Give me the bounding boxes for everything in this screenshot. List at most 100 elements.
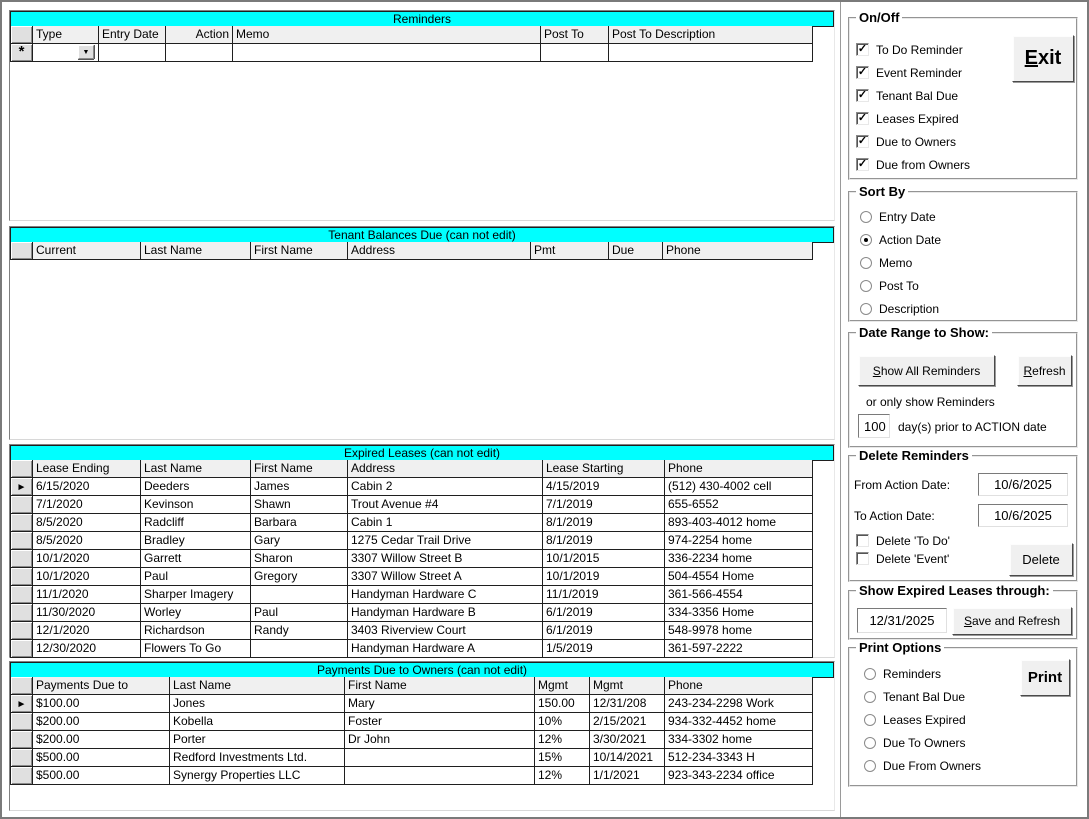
table-cell[interactable]: Porter [170, 731, 345, 749]
radio-item-leases-expired[interactable]: Leases Expired [864, 713, 981, 727]
checkbox-item-delete-event[interactable]: Delete 'Event' [856, 552, 950, 566]
row-selector[interactable] [11, 622, 33, 640]
table-cell[interactable]: $500.00 [33, 749, 170, 767]
checked-checkbox-icon[interactable]: ✓ [856, 158, 869, 171]
table-cell[interactable]: 923-343-2234 office [665, 767, 813, 785]
row-selector[interactable] [11, 713, 33, 731]
delete-button[interactable]: Delete [1009, 543, 1073, 576]
table-cell[interactable]: 11/1/2019 [543, 586, 665, 604]
table-cell[interactable]: 12/30/2020 [33, 640, 141, 658]
table-cell[interactable]: $200.00 [33, 713, 170, 731]
table-cell[interactable]: 10/1/2020 [33, 568, 141, 586]
radio-item-entry-date[interactable]: Entry Date [860, 210, 941, 224]
table-cell[interactable]: 3307 Willow Street A [348, 568, 543, 586]
radio-icon[interactable] [864, 736, 876, 749]
row-selector[interactable] [11, 640, 33, 658]
table-cell[interactable]: 8/1/2019 [543, 514, 665, 532]
checked-checkbox-icon[interactable]: ✓ [856, 135, 869, 148]
table-cell[interactable]: Shawn [251, 496, 348, 514]
table-cell[interactable]: 2/15/2021 [590, 713, 665, 731]
table-cell[interactable]: Foster [345, 713, 535, 731]
table-cell[interactable]: 7/1/2020 [33, 496, 141, 514]
table-cell[interactable]: Paul [251, 604, 348, 622]
table-cell[interactable]: Gary [251, 532, 348, 550]
radio-item-reminders[interactable]: Reminders [864, 667, 981, 681]
table-cell[interactable]: 334-3302 home [665, 731, 813, 749]
row-selector[interactable] [11, 568, 33, 586]
radio-item-memo[interactable]: Memo [860, 256, 941, 270]
table-cell[interactable]: 655-6552 [665, 496, 813, 514]
table-cell[interactable]: 1/5/2019 [543, 640, 665, 658]
table-cell[interactable]: 334-3356 Home [665, 604, 813, 622]
table-cell[interactable] [345, 749, 535, 767]
table-cell[interactable]: 8/5/2020 [33, 532, 141, 550]
radio-item-post-to[interactable]: Post To [860, 279, 941, 293]
table-cell[interactable]: Worley [141, 604, 251, 622]
table-cell[interactable]: Kobella [170, 713, 345, 731]
new-record-cell-post-to[interactable] [541, 44, 609, 62]
type-combo[interactable]: ▼ [36, 44, 95, 61]
radio-icon[interactable] [864, 690, 876, 703]
table-cell[interactable]: Redford Investments Ltd. [170, 749, 345, 767]
table-cell[interactable]: Cabin 2 [348, 478, 543, 496]
table-cell[interactable]: Garrett [141, 550, 251, 568]
checkbox-item-leases-expired[interactable]: ✓ Leases Expired [856, 112, 970, 126]
checkbox-item-event-reminder[interactable]: ✓ Event Reminder [856, 66, 970, 80]
checked-checkbox-icon[interactable]: ✓ [856, 112, 869, 125]
row-selector[interactable] [11, 586, 33, 604]
table-cell[interactable]: 893-403-4012 home [665, 514, 813, 532]
table-cell[interactable]: (512) 430-4002 cell [665, 478, 813, 496]
new-record-cell-type[interactable]: ▼ [33, 44, 99, 62]
table-cell[interactable]: James [251, 478, 348, 496]
unchecked-checkbox-icon[interactable] [856, 534, 869, 547]
print-button[interactable]: Print [1020, 659, 1070, 696]
radio-item-description[interactable]: Description [860, 302, 941, 316]
table-cell[interactable]: Bradley [141, 532, 251, 550]
to-action-date-input[interactable] [978, 504, 1068, 527]
table-cell[interactable]: 3403 Riverview Court [348, 622, 543, 640]
new-record-cell-action[interactable] [166, 44, 233, 62]
new-record-selector[interactable]: * [11, 44, 33, 62]
table-cell[interactable]: 934-332-4452 home [665, 713, 813, 731]
radio-icon[interactable] [860, 256, 872, 269]
row-selector[interactable] [11, 731, 33, 749]
table-cell[interactable]: Cabin 1 [348, 514, 543, 532]
table-cell[interactable]: 1275 Cedar Trail Drive [348, 532, 543, 550]
table-cell[interactable]: 4/15/2019 [543, 478, 665, 496]
table-cell[interactable]: Jones [170, 695, 345, 713]
table-cell[interactable]: 11/1/2020 [33, 586, 141, 604]
table-cell[interactable]: Flowers To Go [141, 640, 251, 658]
expired-through-date-input[interactable] [857, 608, 947, 633]
table-cell[interactable]: 12/31/208 [590, 695, 665, 713]
row-selector[interactable] [11, 514, 33, 532]
row-selector[interactable] [11, 604, 33, 622]
table-cell[interactable]: 336-2234 home [665, 550, 813, 568]
table-cell[interactable]: 12% [535, 731, 590, 749]
table-cell[interactable]: 3/30/2021 [590, 731, 665, 749]
table-cell[interactable]: 15% [535, 749, 590, 767]
table-cell[interactable]: 10/14/2021 [590, 749, 665, 767]
table-cell[interactable]: 361-597-2222 [665, 640, 813, 658]
radio-item-due-to-owners[interactable]: Due To Owners [864, 736, 981, 750]
radio-icon[interactable] [860, 302, 872, 315]
table-cell[interactable]: 361-566-4554 [665, 586, 813, 604]
new-record-cell-memo[interactable] [233, 44, 541, 62]
table-cell[interactable]: Synergy Properties LLC [170, 767, 345, 785]
table-cell[interactable] [251, 586, 348, 604]
days-prior-input[interactable] [858, 414, 890, 438]
row-selector[interactable]: ► [11, 695, 33, 713]
table-cell[interactable]: 3307 Willow Street B [348, 550, 543, 568]
table-cell[interactable]: Randy [251, 622, 348, 640]
table-cell[interactable]: Sharon [251, 550, 348, 568]
table-cell[interactable]: 974-2254 home [665, 532, 813, 550]
table-cell[interactable]: Richardson [141, 622, 251, 640]
radio-item-action-date[interactable]: Action Date [860, 233, 941, 247]
checked-checkbox-icon[interactable]: ✓ [856, 66, 869, 79]
table-cell[interactable]: 243-234-2298 Work [665, 695, 813, 713]
table-cell[interactable]: 12/1/2020 [33, 622, 141, 640]
table-cell[interactable]: Sharper Imagery [141, 586, 251, 604]
from-action-date-input[interactable] [978, 473, 1068, 496]
row-selector[interactable]: ► [11, 478, 33, 496]
table-cell[interactable]: 10/1/2020 [33, 550, 141, 568]
table-cell[interactable]: 6/15/2020 [33, 478, 141, 496]
